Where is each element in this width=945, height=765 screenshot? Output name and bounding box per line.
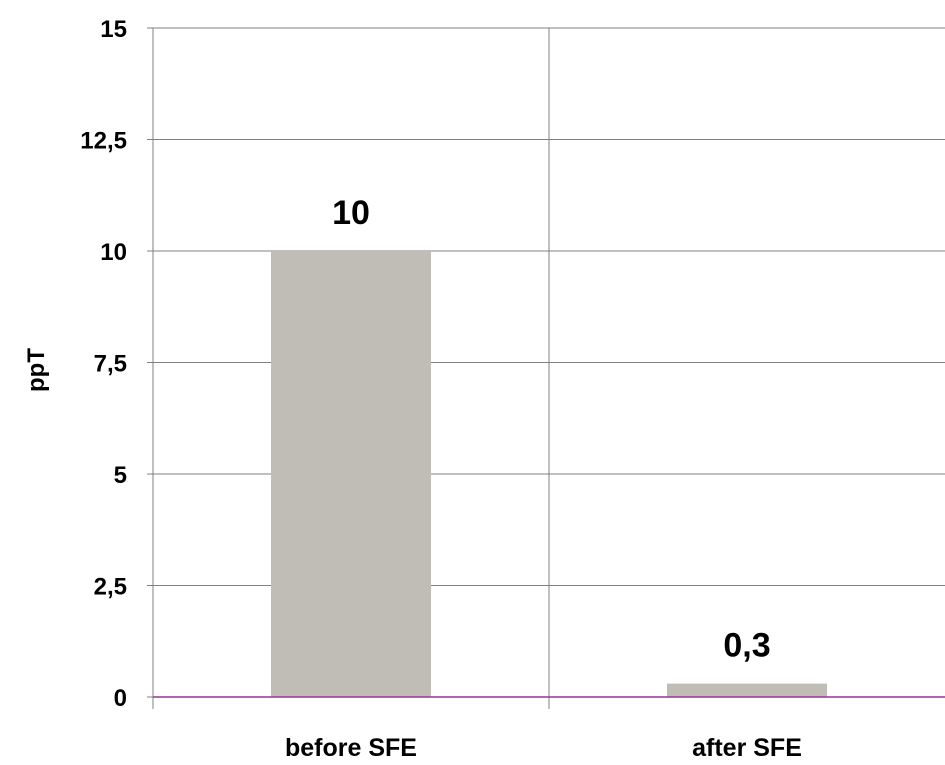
y-tick-label: 7,5 (94, 351, 127, 378)
data-label: 10 (332, 194, 370, 232)
y-tick-label: 2,5 (94, 574, 127, 601)
y-tick-label: 12,5 (80, 128, 127, 155)
data-label: 0,3 (723, 627, 770, 665)
y-tick-label: 10 (100, 239, 127, 266)
y-tick-label: 15 (100, 16, 127, 43)
y-tick-label: 0 (114, 685, 127, 712)
x-category-label: before SFE (285, 734, 417, 760)
x-category-label: after SFE (692, 734, 802, 760)
labels: 0 2,5 5 7,5 10 12,5 15 10 before SFE 0,3 after SFE (80, 16, 802, 762)
bar (271, 251, 431, 697)
bar (667, 683, 827, 697)
axes (147, 27, 945, 709)
bars (271, 251, 827, 697)
y-axis-title: ppT (23, 348, 50, 392)
y-tick-label: 5 (114, 462, 127, 489)
